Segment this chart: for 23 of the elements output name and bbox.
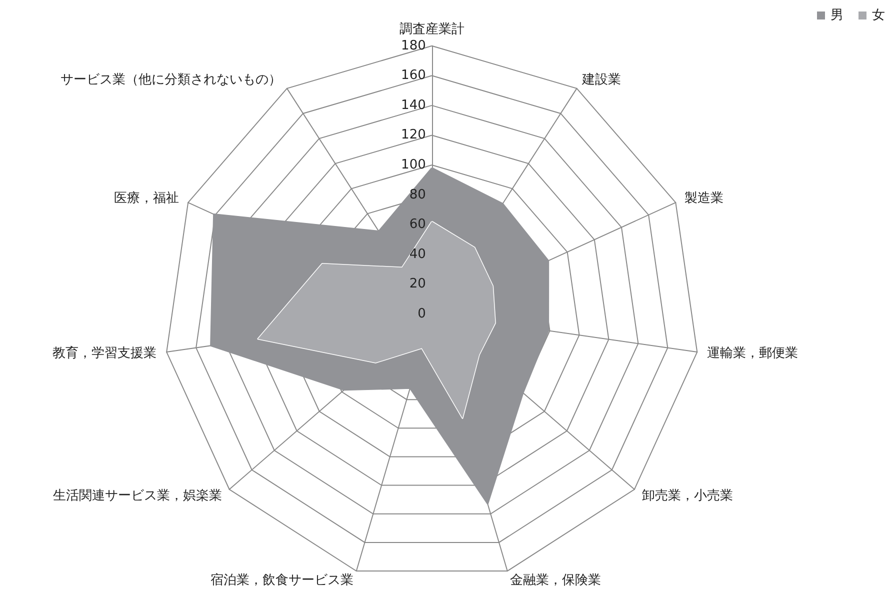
y-tick-label: 180 (401, 38, 426, 54)
spoke-label: 教育，学習支援業 (52, 344, 157, 361)
y-tick-label: 80 (409, 187, 426, 202)
y-tick-label: 40 (409, 246, 426, 262)
spoke-label: 生活関連サービス業，娯楽業 (52, 488, 222, 504)
spoke-label: 医療，福祉 (114, 190, 179, 206)
y-tick-label: 140 (401, 98, 426, 113)
y-tick-label: 160 (401, 68, 426, 84)
y-tick-label: 60 (409, 217, 426, 232)
spoke-label: 卸売業，小売業 (642, 488, 733, 504)
spoke-label: 宿泊業，飲食サービス業 (210, 572, 354, 588)
legend-label: 男 (830, 8, 844, 23)
spoke-label: 金融業，保険業 (510, 573, 602, 588)
spoke-label: 運輸業，郵便業 (707, 346, 798, 361)
y-tick-label: 20 (409, 276, 426, 292)
spoke-label: 調査産業計 (399, 20, 464, 37)
y-tick-label: 120 (401, 128, 426, 143)
spoke-label: 建設業 (581, 72, 622, 88)
y-tick-label: 0 (418, 306, 426, 322)
spoke-label: 製造業 (684, 190, 724, 206)
legend-label: 女 (872, 8, 885, 23)
spoke-label: サービス業（他に分類されないもの） (60, 72, 282, 88)
y-tick-label: 100 (401, 157, 426, 172)
